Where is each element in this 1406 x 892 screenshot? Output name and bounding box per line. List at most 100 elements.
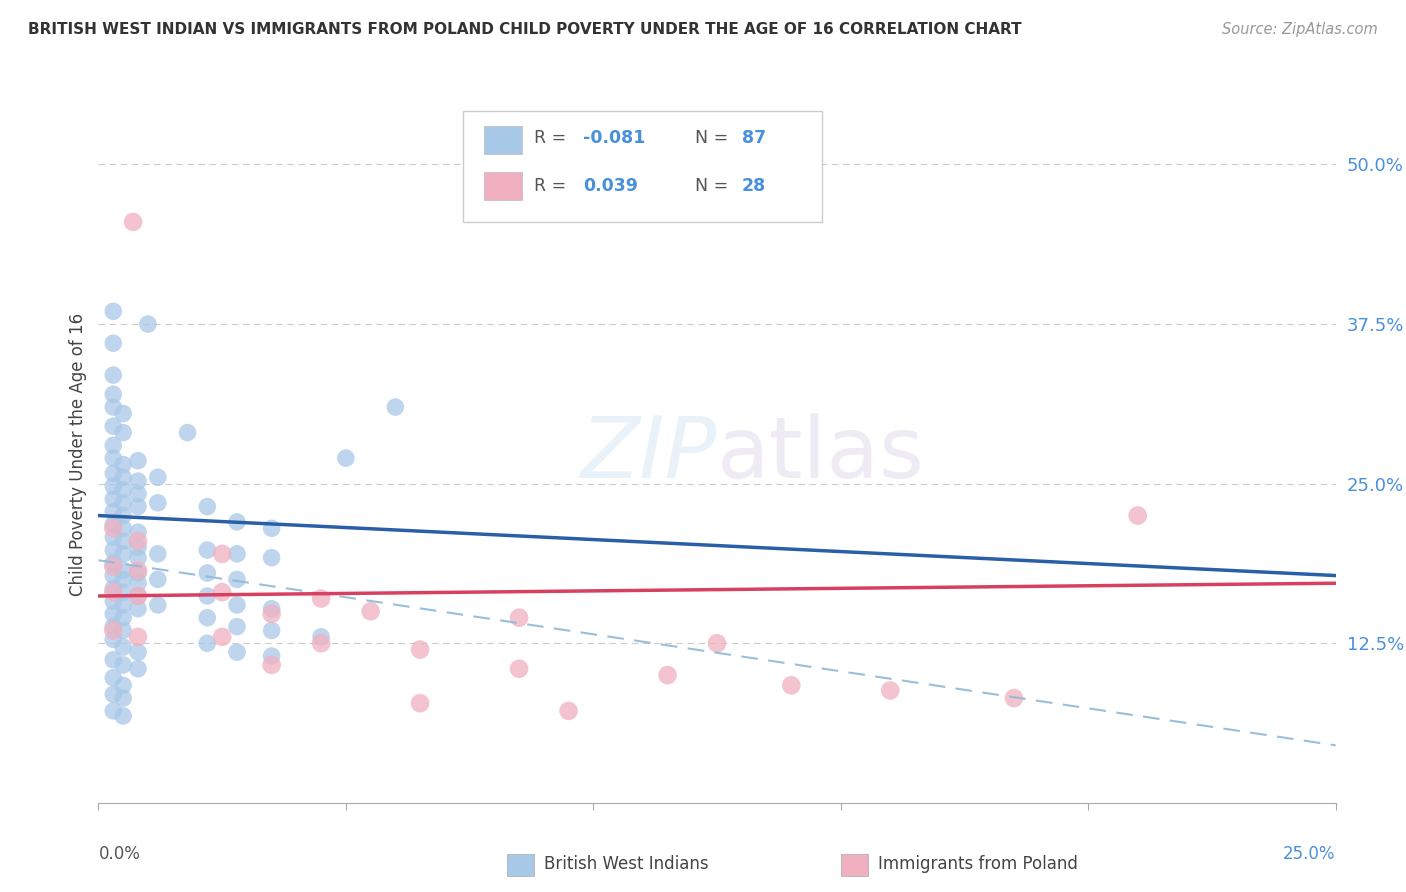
- Point: [146, 470, 169, 484]
- Point: [127, 525, 149, 540]
- Point: [103, 419, 125, 434]
- Point: [112, 709, 135, 723]
- Point: [127, 662, 149, 676]
- Point: [409, 696, 432, 710]
- Point: [127, 589, 149, 603]
- Point: [103, 517, 125, 532]
- Point: [195, 636, 218, 650]
- Point: [127, 534, 149, 549]
- Point: [127, 550, 149, 565]
- Point: [557, 704, 579, 718]
- Point: [176, 425, 198, 440]
- Text: 0.039: 0.039: [583, 177, 638, 194]
- Point: [226, 515, 249, 529]
- Point: [103, 387, 125, 401]
- Text: BRITISH WEST INDIAN VS IMMIGRANTS FROM POLAND CHILD POVERTY UNDER THE AGE OF 16 : BRITISH WEST INDIAN VS IMMIGRANTS FROM P…: [28, 22, 1022, 37]
- Point: [112, 470, 135, 484]
- Point: [260, 624, 283, 638]
- Point: [103, 568, 125, 582]
- Point: [112, 691, 135, 706]
- Point: [103, 624, 125, 638]
- Point: [112, 496, 135, 510]
- Point: [112, 624, 135, 638]
- Point: [103, 368, 125, 383]
- Point: [112, 483, 135, 497]
- FancyBboxPatch shape: [485, 172, 522, 200]
- Point: [195, 500, 218, 514]
- Point: [103, 556, 125, 570]
- Point: [103, 438, 125, 452]
- Text: R =: R =: [534, 129, 572, 147]
- Point: [146, 598, 169, 612]
- Point: [112, 547, 135, 561]
- Y-axis label: Child Poverty Under the Age of 16: Child Poverty Under the Age of 16: [69, 313, 87, 597]
- Point: [103, 304, 125, 318]
- Point: [1002, 691, 1025, 706]
- Point: [112, 598, 135, 612]
- Point: [706, 636, 728, 650]
- Point: [112, 640, 135, 654]
- Point: [657, 668, 679, 682]
- Point: [112, 425, 135, 440]
- Text: 87: 87: [742, 129, 766, 147]
- Point: [384, 400, 406, 414]
- FancyBboxPatch shape: [485, 126, 522, 153]
- Point: [127, 566, 149, 580]
- Point: [195, 566, 218, 580]
- Text: Source: ZipAtlas.com: Source: ZipAtlas.com: [1222, 22, 1378, 37]
- Point: [127, 601, 149, 615]
- Point: [103, 530, 125, 544]
- Point: [112, 521, 135, 535]
- Point: [127, 645, 149, 659]
- Point: [112, 610, 135, 624]
- Point: [146, 496, 169, 510]
- Point: [260, 550, 283, 565]
- Text: British West Indians: British West Indians: [544, 855, 709, 873]
- Text: -0.081: -0.081: [583, 129, 645, 147]
- Point: [136, 317, 159, 331]
- Point: [103, 491, 125, 506]
- Point: [103, 479, 125, 493]
- Point: [103, 704, 125, 718]
- Point: [260, 601, 283, 615]
- Text: 0.0%: 0.0%: [98, 845, 141, 863]
- Point: [127, 487, 149, 501]
- Point: [103, 671, 125, 685]
- Point: [879, 683, 901, 698]
- Point: [112, 534, 135, 549]
- Point: [103, 521, 125, 535]
- Point: [508, 662, 530, 676]
- FancyBboxPatch shape: [464, 111, 823, 222]
- Point: [103, 400, 125, 414]
- Point: [103, 687, 125, 701]
- Point: [260, 657, 283, 672]
- Point: [103, 467, 125, 481]
- Point: [127, 564, 149, 578]
- Point: [127, 453, 149, 467]
- Point: [260, 648, 283, 663]
- Point: [103, 451, 125, 466]
- Point: [226, 573, 249, 587]
- Point: [103, 582, 125, 596]
- Point: [103, 585, 125, 599]
- Point: [112, 564, 135, 578]
- Point: [260, 521, 283, 535]
- Point: [146, 573, 169, 587]
- Point: [335, 451, 357, 466]
- Point: [112, 657, 135, 672]
- Text: atlas: atlas: [717, 413, 925, 497]
- Point: [226, 645, 249, 659]
- Text: ZIP: ZIP: [581, 413, 717, 497]
- Point: [122, 215, 145, 229]
- Point: [780, 678, 803, 692]
- FancyBboxPatch shape: [841, 854, 868, 876]
- Point: [112, 508, 135, 523]
- Text: R =: R =: [534, 177, 572, 194]
- Point: [112, 458, 135, 472]
- Point: [127, 541, 149, 555]
- Point: [127, 576, 149, 591]
- Point: [309, 591, 332, 606]
- Point: [103, 559, 125, 574]
- Point: [103, 632, 125, 647]
- Point: [1126, 508, 1149, 523]
